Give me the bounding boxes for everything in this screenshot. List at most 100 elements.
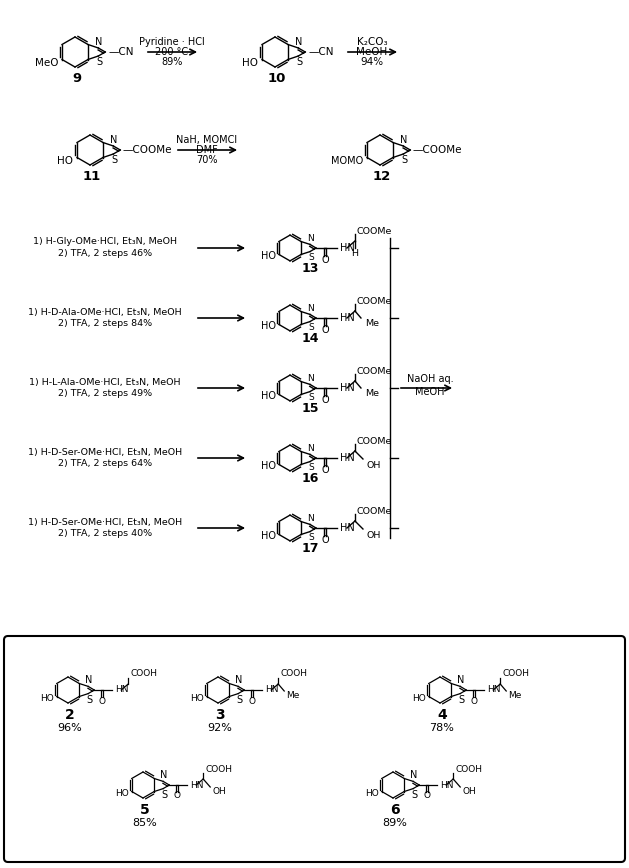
Text: 2) TFA, 2 steps 40%: 2) TFA, 2 steps 40% bbox=[58, 529, 152, 538]
Text: S: S bbox=[411, 790, 417, 799]
Text: O: O bbox=[321, 395, 329, 405]
Text: 70%: 70% bbox=[196, 155, 218, 165]
Text: 14: 14 bbox=[301, 332, 319, 345]
Text: MeOH: MeOH bbox=[357, 47, 387, 57]
Text: Pyridine · HCl: Pyridine · HCl bbox=[139, 37, 205, 47]
Text: HN: HN bbox=[440, 780, 454, 790]
Text: HO: HO bbox=[40, 694, 53, 703]
Text: COOMe: COOMe bbox=[357, 437, 392, 446]
Text: N: N bbox=[94, 37, 102, 47]
Text: HN: HN bbox=[115, 686, 129, 694]
Text: —CN: —CN bbox=[108, 47, 134, 57]
Text: HO: HO bbox=[115, 789, 129, 798]
Text: COOH: COOH bbox=[502, 669, 529, 679]
Text: N: N bbox=[399, 135, 407, 145]
Text: OH: OH bbox=[462, 786, 476, 795]
Text: —COOMe: —COOMe bbox=[122, 145, 172, 155]
Text: HN: HN bbox=[340, 523, 355, 533]
Text: N: N bbox=[160, 771, 167, 780]
Text: HO: HO bbox=[261, 462, 276, 471]
Text: 4: 4 bbox=[437, 708, 447, 722]
Text: Me: Me bbox=[365, 390, 379, 398]
Text: S: S bbox=[236, 694, 242, 705]
Text: O: O bbox=[99, 696, 106, 706]
Text: COOH: COOH bbox=[205, 765, 232, 773]
Text: 2) TFA, 2 steps 46%: 2) TFA, 2 steps 46% bbox=[58, 249, 152, 259]
Text: HO: HO bbox=[261, 531, 276, 542]
Text: DMF: DMF bbox=[196, 145, 218, 155]
Text: 89%: 89% bbox=[382, 818, 408, 828]
Text: O: O bbox=[321, 325, 329, 335]
Text: 2) TFA, 2 steps 64%: 2) TFA, 2 steps 64% bbox=[58, 459, 152, 469]
Text: 200 °C: 200 °C bbox=[155, 47, 189, 57]
Text: 11: 11 bbox=[83, 169, 101, 182]
Text: N: N bbox=[235, 675, 242, 686]
Text: 85%: 85% bbox=[133, 818, 157, 828]
Text: S: S bbox=[308, 463, 314, 472]
Text: 6: 6 bbox=[390, 803, 400, 817]
Text: N: N bbox=[307, 304, 313, 313]
Text: OH: OH bbox=[367, 530, 381, 540]
Text: N: N bbox=[84, 675, 92, 686]
Text: OH: OH bbox=[367, 461, 381, 470]
Text: S: S bbox=[308, 533, 314, 542]
Text: COOH: COOH bbox=[130, 669, 157, 679]
Text: 2: 2 bbox=[65, 708, 75, 722]
Text: S: S bbox=[86, 694, 92, 705]
Text: COOMe: COOMe bbox=[357, 227, 392, 236]
Text: COOMe: COOMe bbox=[357, 367, 392, 377]
Text: 1) H-D-Ala-OMe·HCl, Et₃N, MeOH: 1) H-D-Ala-OMe·HCl, Et₃N, MeOH bbox=[28, 307, 182, 317]
Text: HO: HO bbox=[261, 321, 276, 332]
Text: 1) H-D-Ser-OMe·HCl, Et₃N, MeOH: 1) H-D-Ser-OMe·HCl, Et₃N, MeOH bbox=[28, 448, 182, 457]
Text: S: S bbox=[296, 57, 303, 67]
Text: 89%: 89% bbox=[161, 57, 182, 67]
Text: O: O bbox=[174, 792, 181, 800]
Text: 1) H-Gly-OMe·HCl, Et₃N, MeOH: 1) H-Gly-OMe·HCl, Et₃N, MeOH bbox=[33, 238, 177, 247]
Text: COOMe: COOMe bbox=[357, 508, 392, 516]
Text: MOMO: MOMO bbox=[331, 155, 363, 166]
Text: NaH, MOMCl: NaH, MOMCl bbox=[177, 135, 238, 145]
Text: HO: HO bbox=[190, 694, 204, 703]
Text: N: N bbox=[307, 444, 313, 453]
Text: HN: HN bbox=[340, 453, 355, 463]
Text: 96%: 96% bbox=[58, 723, 82, 733]
Text: 16: 16 bbox=[301, 471, 319, 484]
Text: Me: Me bbox=[365, 319, 379, 328]
Text: S: S bbox=[401, 155, 408, 165]
Text: 94%: 94% bbox=[360, 57, 384, 67]
Text: HN: HN bbox=[340, 383, 355, 393]
Text: 15: 15 bbox=[301, 402, 319, 415]
Text: O: O bbox=[248, 696, 256, 706]
Text: 13: 13 bbox=[301, 261, 319, 274]
Text: S: S bbox=[161, 790, 167, 799]
Text: HN: HN bbox=[340, 313, 355, 323]
Text: O: O bbox=[424, 792, 431, 800]
Text: N: N bbox=[307, 514, 313, 523]
Text: O: O bbox=[321, 255, 329, 265]
Text: O: O bbox=[321, 465, 329, 475]
Text: HN: HN bbox=[190, 780, 204, 790]
Text: COOH: COOH bbox=[280, 669, 307, 679]
FancyBboxPatch shape bbox=[4, 636, 625, 862]
Text: —COOMe: —COOMe bbox=[412, 145, 462, 155]
Text: 1) H-L-Ala-OMe·HCl, Et₃N, MeOH: 1) H-L-Ala-OMe·HCl, Et₃N, MeOH bbox=[30, 378, 181, 386]
Text: HO: HO bbox=[261, 391, 276, 401]
Text: 17: 17 bbox=[301, 542, 319, 555]
Text: NaOH aq.: NaOH aq. bbox=[407, 374, 454, 384]
Text: S: S bbox=[308, 323, 314, 332]
Text: N: N bbox=[457, 675, 464, 686]
Text: 3: 3 bbox=[215, 708, 225, 722]
Text: N: N bbox=[307, 233, 313, 243]
Text: —CN: —CN bbox=[308, 47, 334, 57]
Text: Me: Me bbox=[286, 691, 299, 700]
Text: HO: HO bbox=[412, 694, 426, 703]
Text: COOH: COOH bbox=[455, 765, 482, 773]
Text: MeO: MeO bbox=[35, 57, 58, 68]
Text: 1) H-D-Ser-OMe·HCl, Et₃N, MeOH: 1) H-D-Ser-OMe·HCl, Et₃N, MeOH bbox=[28, 517, 182, 527]
Text: K₂CO₃: K₂CO₃ bbox=[357, 37, 387, 47]
Text: 92%: 92% bbox=[208, 723, 233, 733]
Text: COOMe: COOMe bbox=[357, 298, 392, 306]
Text: HO: HO bbox=[261, 252, 276, 261]
Text: MeOH: MeOH bbox=[415, 387, 445, 397]
Text: N: N bbox=[109, 135, 117, 145]
